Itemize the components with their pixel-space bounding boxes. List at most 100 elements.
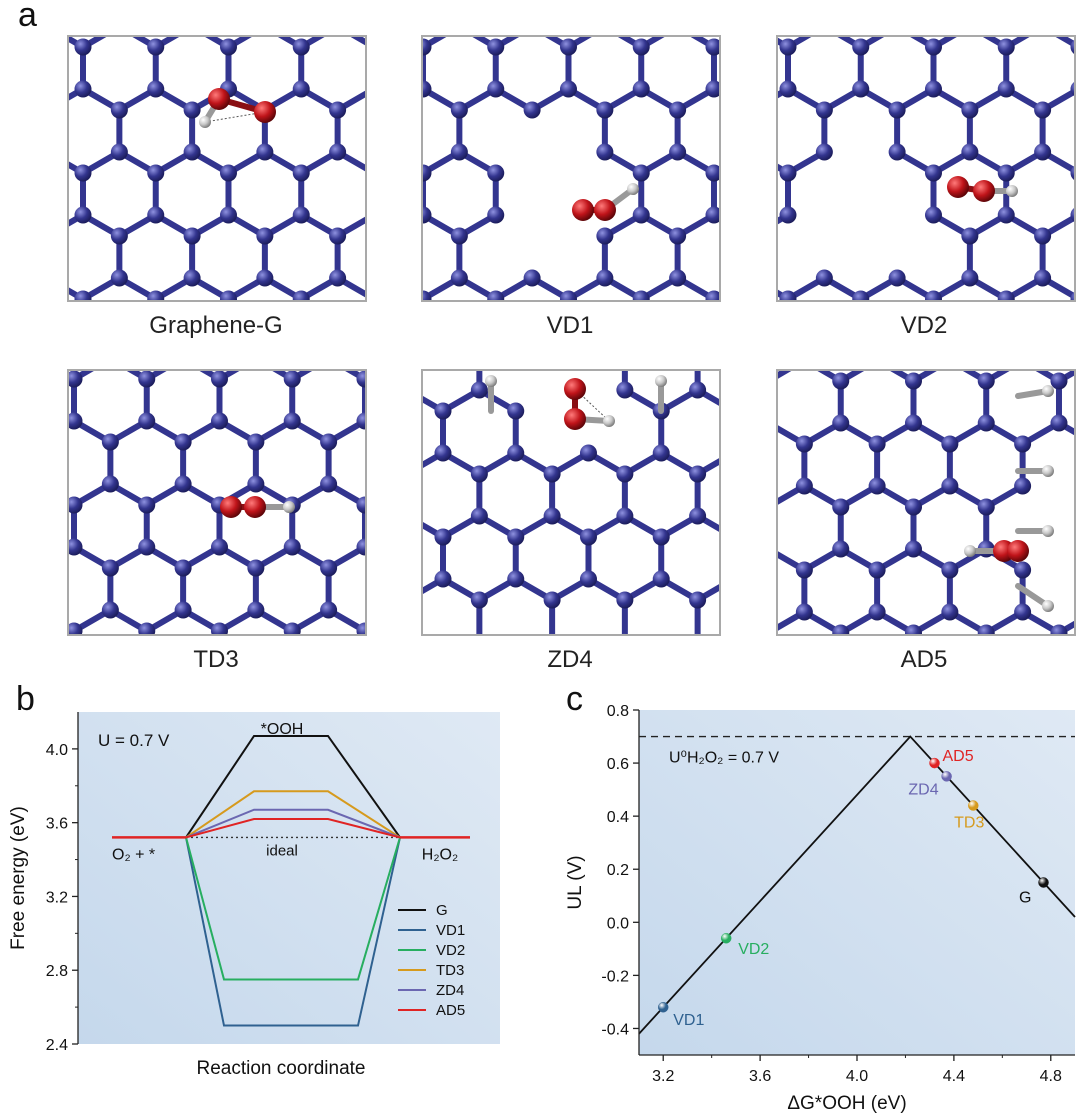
carbon-atom — [210, 412, 228, 430]
carbon-atom — [669, 227, 687, 245]
equilibrium-label: U⁰H₂O₂ = 0.7 V — [669, 750, 779, 767]
carbon-atom — [69, 412, 83, 430]
carbon-atom — [138, 538, 156, 556]
carbon-atom — [283, 538, 301, 556]
carbon-atom — [1034, 101, 1052, 119]
carbon-atom — [320, 475, 338, 493]
carbon-atom — [924, 80, 942, 98]
carbon-atom — [423, 290, 432, 300]
carbon-atom — [69, 622, 83, 634]
point-g — [1038, 877, 1049, 888]
carbon-atom — [977, 414, 995, 432]
carbon-atom — [689, 507, 707, 525]
carbon-atom — [815, 269, 833, 287]
carbon-atom — [832, 498, 850, 516]
x-tick-label: 3.6 — [749, 1068, 771, 1085]
oxygen-atom — [947, 176, 969, 198]
carbon-atom — [487, 80, 505, 98]
carbon-atom — [977, 372, 995, 390]
carbon-atom — [470, 465, 488, 483]
oxygen-atom — [572, 199, 594, 221]
carbon-atom — [470, 591, 488, 609]
ideal-label: ideal — [266, 842, 298, 859]
carbon-atoms — [779, 38, 1074, 300]
carbon-atom — [210, 371, 228, 388]
hydrogen-atom — [1042, 385, 1054, 397]
carbon-atom — [1070, 166, 1074, 180]
carbon-atom — [1050, 372, 1068, 390]
carbon-atom — [110, 227, 128, 245]
ad5-lattice — [778, 371, 1074, 634]
carbon-atom — [174, 601, 192, 619]
carbon-atom — [977, 624, 995, 634]
carbon-atom — [904, 372, 922, 390]
hydrogen-atom — [1042, 465, 1054, 477]
carbon-atom — [1050, 624, 1068, 634]
carbon-atom — [101, 559, 119, 577]
carbon-atom — [247, 433, 265, 451]
carbon-atom — [487, 164, 505, 182]
carbon-atom — [247, 475, 265, 493]
carbon-atom — [147, 164, 165, 182]
carbon-atom — [904, 498, 922, 516]
carbon-atom — [632, 290, 650, 300]
y-tick-label: 0.6 — [607, 756, 629, 773]
carbon-atom — [779, 206, 797, 224]
legend-label-g: G — [436, 902, 448, 919]
carbon-bonds — [423, 37, 719, 300]
carbon-atom — [795, 561, 813, 579]
carbon-atom — [1070, 82, 1074, 96]
oxygen-atom — [208, 88, 230, 110]
legend-label-vd2: VD2 — [436, 942, 465, 959]
carbon-atom — [941, 561, 959, 579]
carbon-atom — [256, 269, 274, 287]
carbon-atom — [579, 528, 597, 546]
carbon-atom — [256, 227, 274, 245]
carbon-atom — [815, 101, 833, 119]
hydrogen-atom — [485, 375, 497, 387]
carbon-atom — [705, 80, 719, 98]
y-axis: -0.4 -0.2 0.0 0.2 0.4 0.6 0.8 — [601, 703, 640, 1055]
hydrogen-atom — [199, 116, 211, 128]
x-tick-label: 4.8 — [1040, 1068, 1062, 1085]
carbon-atom — [795, 603, 813, 621]
carbon-atom — [904, 414, 922, 432]
carbon-atoms — [69, 371, 365, 634]
carbon-atom — [1034, 269, 1052, 287]
carbon-atom — [487, 290, 505, 300]
point-label-vd1: VD1 — [673, 1012, 704, 1029]
vd2-lattice — [778, 37, 1074, 300]
hydrogen-atom — [627, 183, 639, 195]
carbon-atom — [961, 101, 979, 119]
carbon-atom — [689, 465, 707, 483]
carbon-atom — [470, 381, 488, 399]
carbon-atom — [1070, 208, 1074, 222]
y-tick-label: 0.2 — [607, 862, 629, 879]
y-tick-label: 0.0 — [607, 915, 629, 932]
carbon-atom — [852, 80, 870, 98]
legend: G VD1 VD2 TD3 ZD4 AD5 — [398, 902, 465, 1019]
carbon-atom — [961, 227, 979, 245]
series-line-g — [185, 734, 401, 839]
carbon-atom — [941, 603, 959, 621]
structure-graphene-g — [67, 35, 367, 302]
carbon-atom — [183, 101, 201, 119]
carbon-atom — [523, 269, 541, 287]
hydrogen-atom — [603, 415, 615, 427]
carbon-atom — [423, 80, 432, 98]
carbon-atom — [852, 290, 870, 300]
carbon-atom — [579, 570, 597, 588]
carbon-atom — [1070, 40, 1074, 54]
point-label-vd2: VD2 — [738, 941, 769, 958]
carbon-atom — [559, 80, 577, 98]
state-label-ooh: *OOH — [261, 721, 304, 738]
carbon-atom — [450, 143, 468, 161]
carbon-atom — [904, 540, 922, 558]
carbon-atom — [795, 477, 813, 495]
oxygen-atom — [564, 408, 586, 430]
carbon-atom — [616, 591, 634, 609]
carbon-atom — [219, 206, 237, 224]
carbon-atom — [705, 290, 719, 300]
carbon-atom — [69, 371, 83, 388]
y-tick-label: 3.6 — [46, 816, 68, 833]
